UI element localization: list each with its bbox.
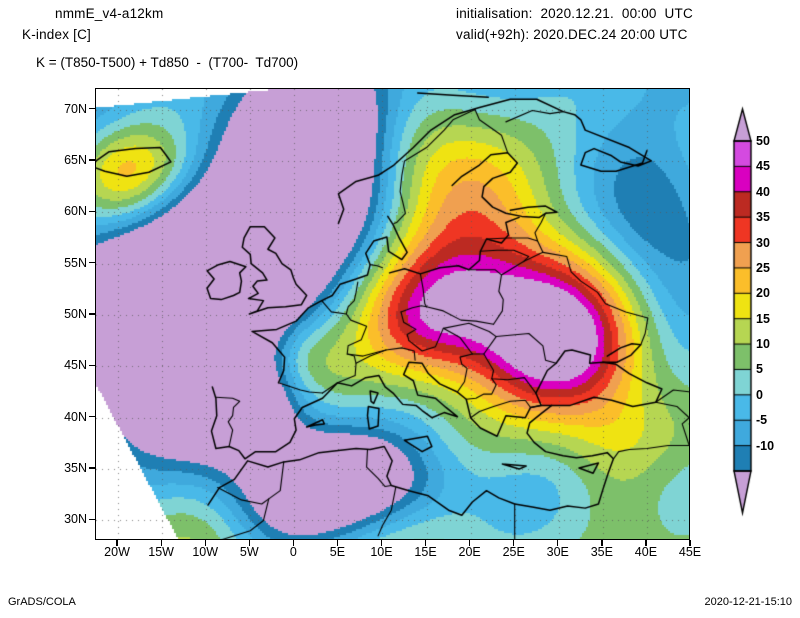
credit-label: GrADS/COLA — [8, 596, 76, 608]
colorbar-tick-label: 30 — [756, 235, 770, 250]
x-axis-tick-label: 5E — [329, 545, 346, 559]
timestamp-label: 2020-12-21-15:10 — [704, 596, 792, 608]
y-axis-tick-label: 65N — [64, 152, 87, 167]
y-axis-tick-mark — [89, 364, 95, 367]
colorbar-tick-label: 10 — [756, 337, 770, 352]
valid-time: valid(+92h): 2020.DEC.24 20:00 UTC — [456, 27, 688, 42]
y-axis-tick-mark — [89, 313, 95, 315]
x-axis-tick-mark — [116, 540, 118, 546]
x-axis-tick-mark — [380, 540, 383, 546]
y-axis-tick-label: 40N — [64, 409, 87, 424]
x-axis-tick-label: 20E — [458, 545, 481, 559]
y-axis-tick-mark — [89, 210, 95, 212]
colorbar-tick-label: 15 — [756, 311, 770, 326]
y-axis-tick-label: 50N — [64, 307, 87, 321]
y-axis-tick-mark — [89, 416, 95, 418]
y-axis-tick-label: 70N — [64, 101, 87, 116]
y-axis-tick-label: 55N — [64, 255, 87, 270]
plot-frame — [95, 88, 690, 540]
colorbar-tick-label: -10 — [756, 438, 775, 453]
x-axis-tick-label: 40E — [634, 545, 658, 559]
colorbar-tick-label: 35 — [756, 210, 770, 225]
x-axis-tick-label: 20W — [104, 545, 130, 559]
map-plot-area — [95, 88, 690, 540]
y-axis-tick-mark — [89, 262, 95, 264]
x-axis-tick-mark — [469, 540, 471, 546]
x-axis-tick-label: 10E — [370, 545, 393, 559]
x-axis-tick-mark — [204, 540, 206, 546]
initialisation-time: initialisation: 2020.12.21. 00:00 UTC — [456, 6, 693, 21]
x-axis-tick-mark — [557, 540, 559, 546]
colorbar-tick-label: 0 — [756, 387, 763, 402]
colorbar-tick-label: -5 — [756, 413, 768, 428]
colorbar-tick-label: 20 — [756, 286, 770, 301]
y-axis-tick-mark — [89, 107, 95, 110]
x-axis-tick-mark — [292, 540, 295, 546]
model-name: nmmE_v4-a12km — [55, 6, 164, 21]
x-axis-tick-label: 45E — [678, 545, 702, 559]
colorbar-tick-label: 50 — [756, 134, 770, 148]
y-axis-tick-label: 45N — [64, 358, 87, 373]
formula-annotation: K = (T850-T500) + Td850 - (T700- Td700) — [36, 55, 299, 70]
x-axis-tick-mark — [689, 540, 691, 546]
x-axis-tick-mark — [424, 540, 427, 546]
x-axis-tick-label: 30E — [546, 545, 569, 559]
y-axis-tick-mark — [89, 467, 95, 469]
x-axis-tick-mark — [645, 540, 647, 546]
y-axis-tick-label: 60N — [64, 204, 87, 219]
colorbar-tick-label: 40 — [756, 184, 770, 199]
x-axis-tick-mark — [601, 540, 603, 546]
y-axis-tick-label: 35N — [64, 461, 87, 476]
map-field-canvas — [96, 89, 689, 539]
x-axis-tick-label: 5W — [239, 545, 259, 559]
colorbar-canvas — [726, 103, 796, 518]
x-axis-tick-mark — [160, 540, 162, 546]
colorbar-tick-label: 45 — [756, 159, 770, 174]
x-axis-tick-label: 15W — [148, 545, 174, 559]
x-axis-tick-mark — [248, 540, 250, 546]
y-axis-tick-mark — [89, 159, 95, 161]
y-axis-tick-label: 30N — [64, 512, 87, 527]
x-axis-tick-label: 35E — [590, 545, 613, 559]
x-axis-tick-label: 10W — [192, 545, 219, 559]
colorbar-tick-label: 5 — [756, 362, 763, 377]
x-axis-tick-label: 0 — [289, 545, 297, 559]
colorbar-tick-label: 25 — [756, 260, 770, 275]
y-axis-tick-mark — [89, 518, 95, 521]
x-axis-tick-mark — [513, 540, 515, 546]
colorbar: 50 45 40 35 30 25 20 15 10 5 0 -5 -10 — [726, 103, 796, 518]
field-name: K-index [C] — [22, 27, 91, 42]
x-axis-tick-label: 25E — [502, 545, 525, 559]
x-axis-tick-label: 15E — [414, 545, 437, 559]
x-axis-tick-mark — [336, 540, 339, 546]
